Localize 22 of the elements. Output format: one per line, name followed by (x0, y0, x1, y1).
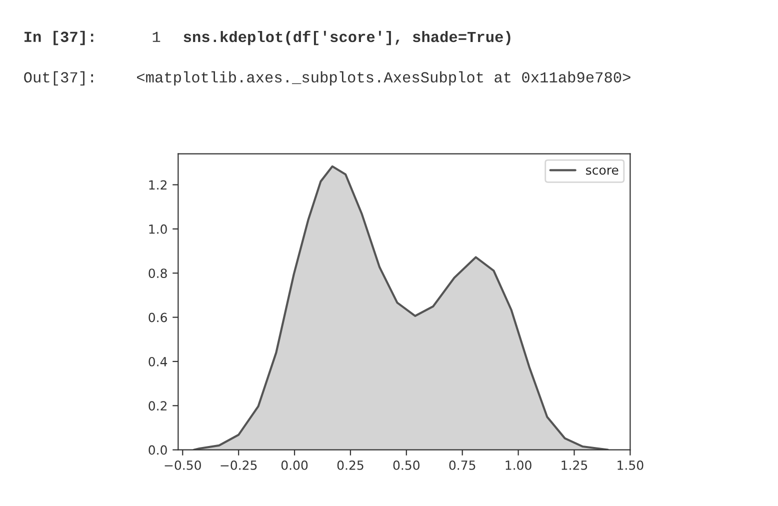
text: Out[37]: (24, 71, 93, 86)
y-tick-label: 0.8 (148, 268, 167, 278)
text: In [37]: (24, 30, 94, 46)
text: 1 (152, 32, 160, 42)
x-tick-label: 1.25 (562, 460, 588, 470)
x-tick-label: 0.25 (337, 460, 364, 470)
y-tick-label: 0.6 (148, 312, 167, 322)
x-tick-label: 0.75 (449, 460, 476, 470)
x-tick-label: −0.25 (220, 460, 257, 470)
y-tick-label: 0.2 (148, 401, 166, 411)
legend-label: score (586, 168, 618, 175)
x-tick-label: 0.50 (393, 460, 420, 470)
y-tick-label: 0.0 (148, 445, 167, 455)
x-tick-label: 1.00 (506, 460, 532, 470)
text: <matplotlib.axes._subplots.AxesSubplot at 0x11ab9e780> (137, 71, 630, 86)
x-tick-label: −0.50 (164, 460, 201, 470)
y-tick-label: 1.0 (149, 224, 167, 234)
x-tick-label: 1.50 (618, 460, 644, 470)
x-tick-label: 0.00 (281, 460, 308, 470)
text: sns.kdeplot(df['score'], shade=True) (184, 30, 510, 46)
y-tick-label: 0.4 (148, 356, 168, 366)
y-tick-label: 1.2 (149, 180, 166, 190)
